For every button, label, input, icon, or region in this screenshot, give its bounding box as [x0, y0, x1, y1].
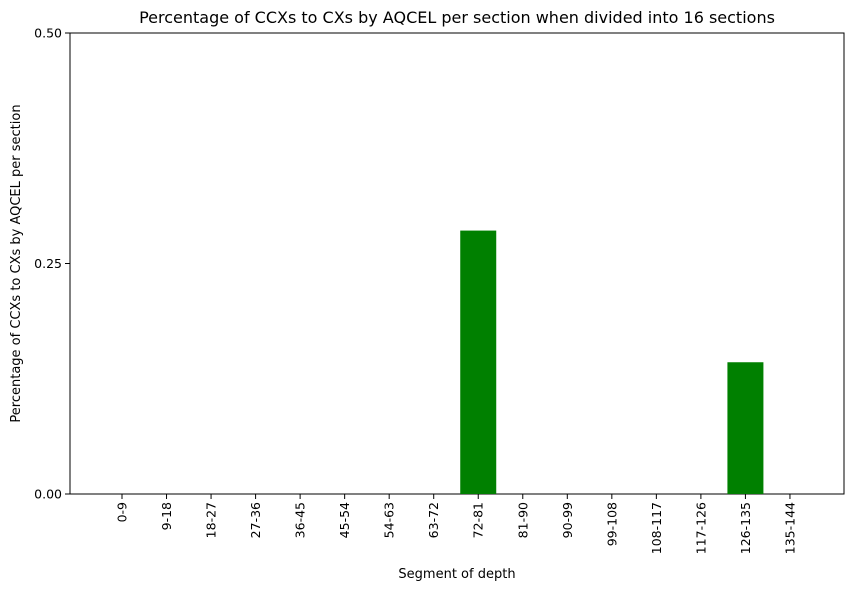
y-tick-label: 0.00 [34, 487, 62, 502]
x-tick-label: 63-72 [426, 502, 441, 538]
x-tick-label: 135-144 [782, 502, 797, 554]
x-tick-label: 18-27 [204, 502, 219, 538]
x-tick-label: 45-54 [337, 502, 352, 538]
bar-126-135 [727, 362, 764, 494]
y-axis-ticks: 0.00 0.25 0.50 [34, 26, 70, 502]
y-tick-label: 0.25 [34, 256, 62, 271]
x-tick-label: 108-117 [649, 502, 664, 554]
x-tick-label: 54-63 [382, 502, 397, 538]
chart-title: Percentage of CCXs to CXs by AQCEL per s… [139, 8, 775, 27]
x-tick-label: 9-18 [159, 502, 174, 530]
x-tick-label: 99-108 [604, 502, 619, 546]
x-tick-label: 117-126 [693, 502, 708, 554]
x-axis-label: Segment of depth [398, 567, 515, 582]
x-tick-label: 72-81 [471, 502, 486, 538]
bars-layer [460, 230, 764, 494]
x-tick-label: 90-99 [560, 502, 575, 538]
x-tick-label: 27-36 [248, 502, 263, 538]
y-tick-label: 0.50 [34, 26, 62, 41]
x-axis-ticks: 0-9 9-18 18-27 27-36 36-45 45-54 54-63 63-72 72-… [115, 494, 797, 554]
x-tick-label: 126-135 [738, 502, 753, 554]
x-tick-label: 81-90 [515, 502, 530, 538]
y-axis-label: Percentage of CCXs to CXs by AQCEL per s… [9, 104, 24, 422]
x-tick-label: 0-9 [115, 502, 130, 522]
x-tick-label: 36-45 [293, 502, 308, 538]
bar-72-81 [460, 230, 497, 494]
